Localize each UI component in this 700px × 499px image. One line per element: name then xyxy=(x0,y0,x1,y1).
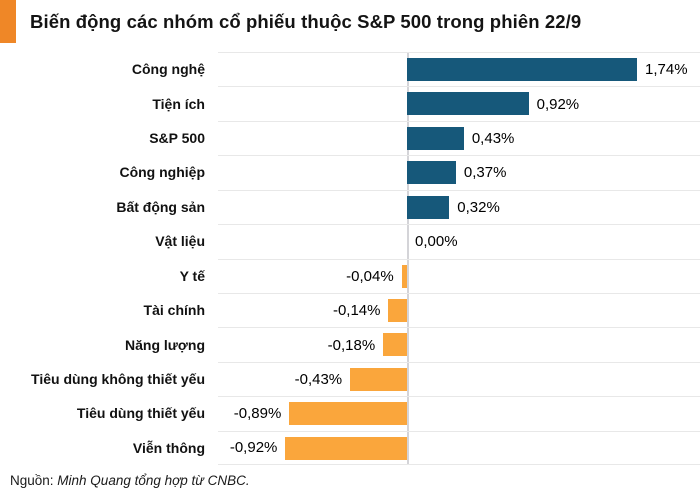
chart-title: Biến động các nhóm cổ phiếu thuộc S&P 50… xyxy=(30,11,582,32)
value-label: -0,43% xyxy=(294,371,343,388)
source-text: Minh Quang tổng hợp từ CNBC. xyxy=(57,473,250,488)
source-note: Nguồn: Minh Quang tổng hợp từ CNBC. xyxy=(0,465,700,488)
chart-row: Vật liệu 0,00% xyxy=(0,224,700,258)
chart-row: Y tế -0,04% xyxy=(0,258,700,293)
value-label: -0,89% xyxy=(233,405,282,423)
chart-row: Tiêu dùng không thiết yếu -0,43% xyxy=(0,361,700,396)
zero-axis-line xyxy=(407,52,409,465)
chart-row: Công nghệ 1,74% xyxy=(0,52,700,86)
chart-header: Biến động các nhóm cổ phiếu thuộc S&P 50… xyxy=(0,0,700,52)
negative-bar xyxy=(350,367,407,391)
category-label: Công nghiệp xyxy=(119,164,205,181)
bar-track: 1,74% xyxy=(218,52,700,86)
positive-bar xyxy=(407,161,456,185)
bar-track: 0,32% xyxy=(218,189,700,224)
value-label: 0,37% xyxy=(463,164,507,182)
category-label: Tiện ích xyxy=(152,95,205,112)
value-label: 1,74% xyxy=(645,61,688,79)
value-label: -0,92% xyxy=(229,439,278,457)
chart-row: Tài chính -0,14% xyxy=(0,292,700,327)
category-label: Tiêu dùng thiết yếu xyxy=(76,405,205,422)
category-label: Viễn thông xyxy=(132,439,205,456)
bar-track: -0,18% xyxy=(218,327,700,361)
negative-bar xyxy=(285,436,407,460)
chart-row: Bất động sản 0,32% xyxy=(0,189,700,224)
negative-bar xyxy=(388,298,407,322)
value-label: 0,43% xyxy=(471,130,515,148)
bar-track: -0,92% xyxy=(218,430,700,466)
negative-bar xyxy=(401,264,407,288)
value-label: -0,04% xyxy=(346,267,394,285)
value-label: -0,14% xyxy=(332,302,381,320)
chart-rows: Công nghệ 1,74% Tiện ích 0,92% S&P 500 0,43% C… xyxy=(0,52,700,466)
value-label: 0,32% xyxy=(457,198,500,216)
category-label: Công nghệ xyxy=(131,61,205,78)
bar-track: -0,14% xyxy=(218,292,700,327)
bar-track: -0,43% xyxy=(218,361,700,396)
category-label: Y tế xyxy=(179,267,205,284)
chart-row: Tiêu dùng thiết yếu -0,89% xyxy=(0,396,700,430)
negative-bar xyxy=(383,333,407,357)
category-label: Vật liệu xyxy=(155,233,205,250)
positive-bar xyxy=(407,58,638,81)
chart-row: Năng lượng -0,18% xyxy=(0,327,700,361)
source-prefix: Nguồn: xyxy=(10,473,58,488)
category-label: Tài chính xyxy=(143,302,205,319)
chart-row: S&P 500 0,43% xyxy=(0,120,700,155)
value-label: 0,92% xyxy=(536,95,580,113)
bar-track: -0,04% xyxy=(218,258,700,293)
bar-chart: Công nghệ 1,74% Tiện ích 0,92% S&P 500 0,43% C… xyxy=(0,52,700,466)
category-label: S&P 500 xyxy=(149,130,205,147)
chart-row: Viễn thông -0,92% xyxy=(0,430,700,466)
chart-row: Tiện ích 0,92% xyxy=(0,86,700,120)
value-label: -0,18% xyxy=(327,336,376,354)
bar-track: -0,89% xyxy=(218,396,700,430)
category-label: Năng lượng xyxy=(125,336,205,353)
bar-track: 0,37% xyxy=(218,155,700,189)
positive-bar xyxy=(407,195,450,219)
category-label: Tiêu dùng không thiết yếu xyxy=(31,371,205,387)
chart-row: Công nghiệp 0,37% xyxy=(0,155,700,189)
value-label: 0,00% xyxy=(415,233,458,251)
positive-bar xyxy=(407,126,464,150)
bar-track: 0,00% xyxy=(218,224,700,258)
category-label: Bất động sản xyxy=(116,198,205,215)
negative-bar xyxy=(289,402,407,426)
bar-track: 0,92% xyxy=(218,86,700,120)
accent-block xyxy=(0,0,16,43)
bar-track: 0,43% xyxy=(218,120,700,155)
positive-bar xyxy=(407,92,529,116)
